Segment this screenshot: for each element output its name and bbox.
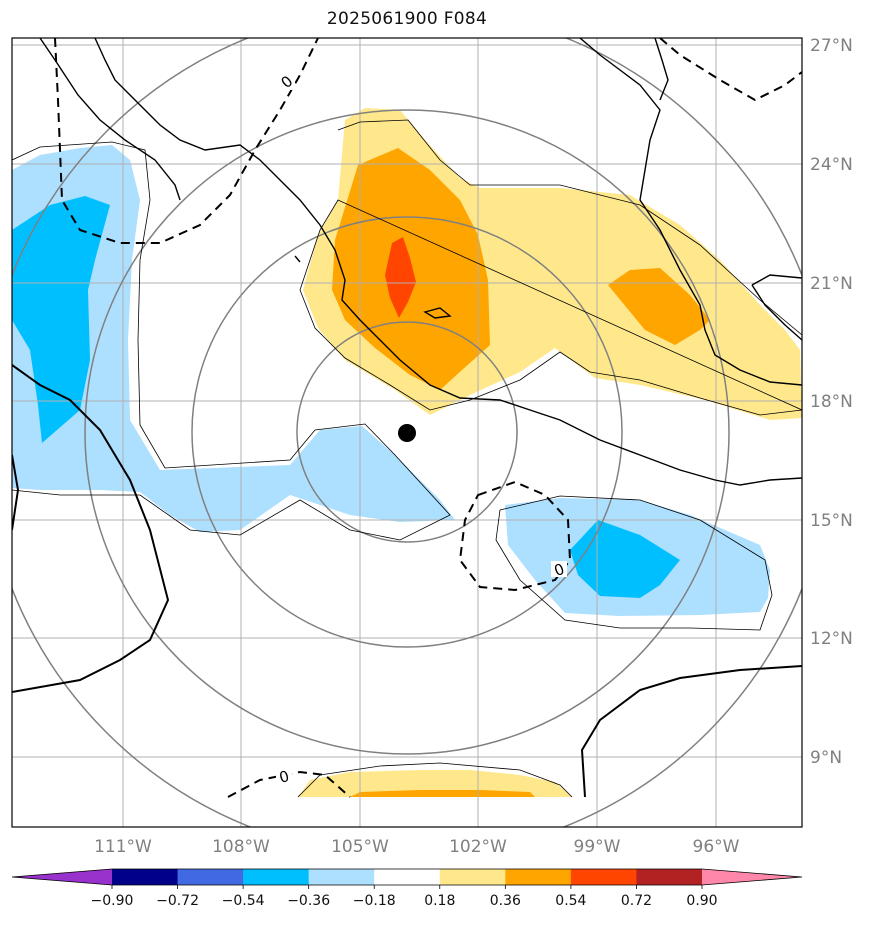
x-tick-label: 111°W <box>94 837 152 857</box>
x-tick-labels: 111°W 108°W 105°W 102°W 99°W 96°W <box>94 837 740 857</box>
colorbar-tick-label: 0.18 <box>424 893 455 909</box>
colorbar-segment <box>243 869 310 885</box>
contour-dashed-center <box>458 480 572 592</box>
colorbar-segment <box>636 869 703 885</box>
y-tick-label: 24°N <box>810 155 853 175</box>
y-tick-label: 27°N <box>810 36 853 56</box>
pos-anomaly-east-orange <box>608 268 710 345</box>
colorbar-segment <box>505 869 572 885</box>
figure-title: 2025061900 F084 <box>326 9 488 29</box>
contour-dashed-south <box>227 770 351 798</box>
map-frame <box>11 37 803 828</box>
contour-dashed-northeast <box>659 38 802 102</box>
x-tick-label: 96°W <box>693 837 740 857</box>
colorbar-segment <box>374 869 441 885</box>
colorbar: −0.90 −0.72 −0.54 −0.36 −0.18 0.18 0.36 0.54 0.7… <box>11 868 803 909</box>
colorbar-segment <box>112 869 179 885</box>
colorbar-tick-label: −0.18 <box>353 893 396 909</box>
y-tick-label: 15°N <box>810 511 853 531</box>
contour-label-south: 0 <box>277 767 291 787</box>
y-tick-label: 21°N <box>810 274 853 294</box>
colorbar-extend-low <box>12 869 112 885</box>
zero-contours <box>12 38 802 798</box>
colorbar-tick-label: −0.90 <box>91 893 134 909</box>
contour-solid-west-edge <box>12 454 20 531</box>
pos-anomaly-south-orange <box>350 790 535 797</box>
colorbar-tick-label: 0.90 <box>686 893 717 909</box>
pos-anomaly-core <box>385 237 416 318</box>
colorbar-extend-high <box>702 869 802 885</box>
gridlines <box>12 38 802 827</box>
x-tick-label: 105°W <box>331 837 389 857</box>
colorbar-segment <box>439 869 506 885</box>
contour-dashed-north <box>54 38 319 244</box>
colorbar-tick-label: −0.54 <box>222 893 265 909</box>
map-plot-area: 0 0 0 <box>12 38 802 827</box>
colorbar-segment <box>570 869 637 885</box>
y-tick-labels: 27°N 24°N 21°N 18°N 15°N 12°N 9°N <box>810 36 853 768</box>
x-tick-label: 99°W <box>574 837 621 857</box>
colorbar-tick-label: 0.72 <box>621 893 652 909</box>
range-rings <box>12 38 802 827</box>
contour-solid-west <box>12 364 170 693</box>
colorbar-segment <box>308 869 375 885</box>
contour-solid-southeast <box>580 665 802 798</box>
storm-center-marker <box>398 424 416 442</box>
colorbar-tick-label: 0.36 <box>490 893 521 909</box>
colorbar-tick-label: −0.36 <box>287 893 330 909</box>
y-tick-label: 12°N <box>810 629 853 649</box>
x-tick-label: 108°W <box>212 837 270 857</box>
colorbar-tick-label: −0.72 <box>156 893 199 909</box>
colorbar-tick-label: 0.54 <box>555 893 586 909</box>
y-tick-label: 9°N <box>810 748 842 768</box>
y-tick-label: 18°N <box>810 392 853 412</box>
colorbar-segment <box>177 869 244 885</box>
pos-anomaly-south-light <box>298 770 572 797</box>
x-tick-label: 102°W <box>449 837 507 857</box>
contour-labels: 0 0 0 <box>276 72 567 787</box>
neg-anomaly-west-strong <box>12 196 110 443</box>
coastlines <box>39 38 802 486</box>
